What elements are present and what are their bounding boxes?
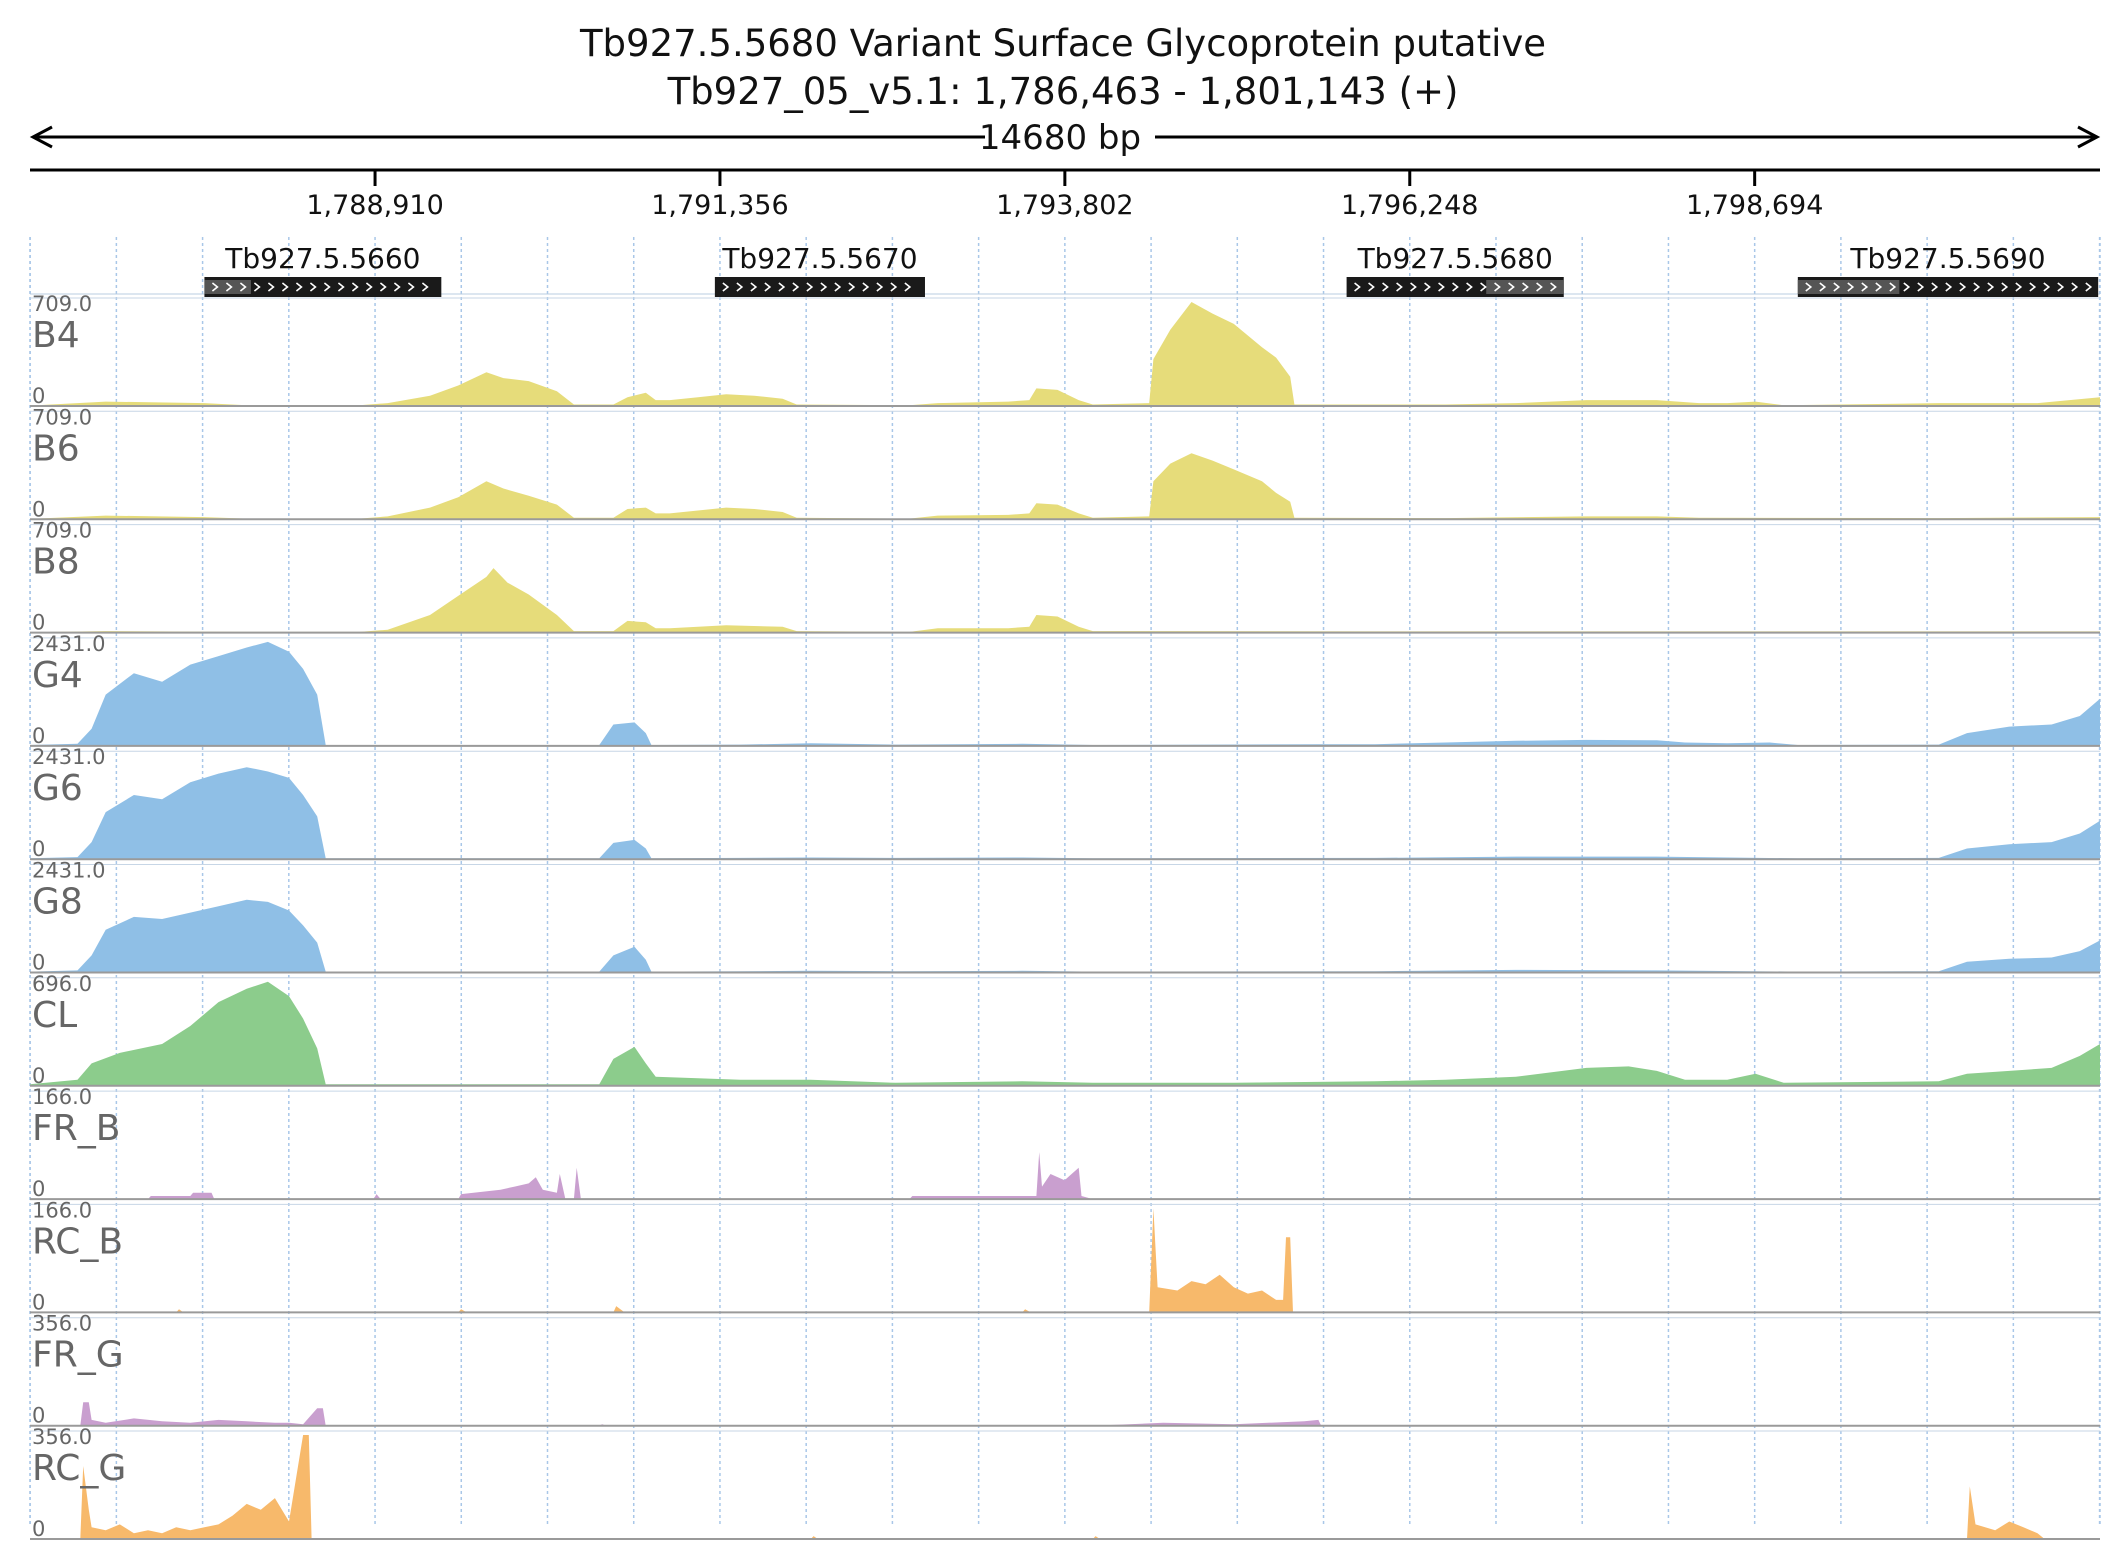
coverage-area	[30, 568, 2100, 633]
track-max-label: 166.0	[32, 1085, 92, 1109]
ruler-tick-label: 1,796,248	[1341, 190, 1478, 221]
track-name-label: G4	[32, 655, 83, 696]
track-max-label: 2431.0	[32, 745, 105, 769]
gene-label: Tb927.5.5670	[721, 242, 917, 275]
span-label: 14680 bp	[979, 118, 1141, 158]
gene-feature: Tb927.5.5680	[1347, 242, 1564, 297]
ruler-tick-label: 1,793,802	[996, 190, 1133, 221]
track-name-label: FR_G	[32, 1335, 124, 1376]
track-min-label: 0	[32, 1517, 45, 1541]
gene-utr-box	[1798, 280, 1900, 294]
track-name-label: CL	[32, 995, 77, 1036]
coverage-area	[30, 453, 2100, 519]
ruler-tick-label: 1,791,356	[651, 190, 788, 221]
gene-label: Tb927.5.5680	[1357, 242, 1553, 275]
track-name-label: RC_B	[32, 1221, 123, 1262]
gene-label: Tb927.5.5690	[1849, 242, 2045, 275]
track-max-label: 709.0	[32, 292, 92, 316]
gene-feature: Tb927.5.5690	[1798, 242, 2098, 297]
track-name-label: B4	[32, 315, 80, 356]
track-max-label: 709.0	[32, 519, 92, 543]
gene-feature: Tb927.5.5670	[715, 242, 925, 297]
track-name-label: RC_G	[32, 1448, 126, 1489]
gene-utr-box	[1486, 280, 1564, 294]
track-name-label: G6	[32, 768, 83, 809]
ruler-tick-label: 1,798,694	[1686, 190, 1823, 221]
track-max-label: 696.0	[32, 972, 92, 996]
track-max-label: 709.0	[32, 405, 92, 429]
track-max-label: 2431.0	[32, 859, 105, 883]
track-max-label: 166.0	[32, 1198, 92, 1222]
gene-feature: Tb927.5.5660	[204, 242, 441, 297]
coverage-area	[30, 982, 2100, 1086]
gene-cds-box	[715, 277, 925, 297]
track-max-label: 356.0	[32, 1425, 92, 1449]
track-name-label: B6	[32, 428, 80, 469]
track-max-label: 2431.0	[32, 632, 105, 656]
track-name-label: FR_B	[32, 1108, 120, 1149]
track-name-label: G8	[32, 882, 83, 923]
gene-label: Tb927.5.5660	[224, 242, 420, 275]
track-max-label: 356.0	[32, 1312, 92, 1336]
track-name-label: B8	[32, 542, 80, 583]
gene-utr-box	[204, 280, 251, 294]
ruler-tick-label: 1,788,910	[306, 190, 443, 221]
